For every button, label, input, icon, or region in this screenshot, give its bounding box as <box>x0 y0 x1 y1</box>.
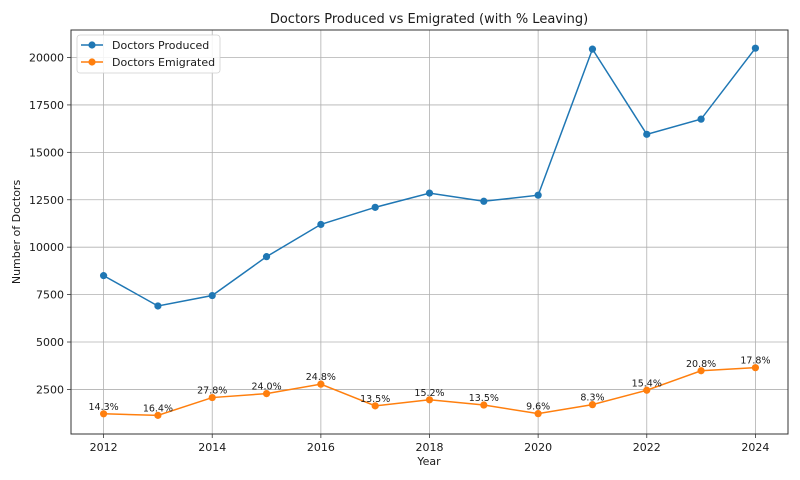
grid <box>71 30 788 434</box>
point-doctors-emigrated <box>208 393 216 402</box>
point-doctors-produced <box>371 203 379 211</box>
point-doctors-produced <box>317 220 325 229</box>
legend-item: Doctors Produced <box>81 39 209 52</box>
point-doctors-emigrated <box>317 380 325 388</box>
point-doctors-produced <box>154 302 162 310</box>
point-doctors-emigrated <box>371 402 379 410</box>
x-tick-label: 2016 <box>307 441 335 454</box>
y-tick-label: 5000 <box>36 336 64 349</box>
point-doctors-produced <box>208 291 216 300</box>
percent-label: 14.3% <box>88 402 118 413</box>
point-doctors-emigrated <box>643 386 651 394</box>
x-tick-label: 2022 <box>633 441 661 454</box>
point-doctors-emigrated <box>588 401 597 409</box>
series-layer <box>99 44 760 419</box>
y-tick-label: 12500 <box>29 194 64 207</box>
x-tick-label: 2018 <box>416 441 444 454</box>
x-axis: 2012 2014 2016 2018 2020 2022 2024 <box>90 434 769 454</box>
x-tick-label: 2014 <box>198 441 226 454</box>
y-axis: 2500 5000 7500 10000 12500 15000 17500 20000 <box>29 52 71 396</box>
point-doctors-emigrated <box>480 401 488 409</box>
y-tick-label: 20000 <box>29 52 64 65</box>
percent-label: 9.6% <box>526 402 550 413</box>
percent-label: 8.3% <box>580 393 604 404</box>
point-doctors-emigrated <box>99 410 108 418</box>
point-doctors-produced <box>697 115 705 123</box>
point-doctors-produced <box>425 189 434 197</box>
series-doctors-produced <box>99 44 760 310</box>
percent-label: 20.8% <box>686 359 716 370</box>
legend-item: Doctors Emigrated <box>81 56 215 69</box>
point-doctors-emigrated <box>262 390 271 398</box>
percent-label: 24.0% <box>251 382 281 393</box>
percent-label: 13.5% <box>360 394 390 405</box>
legend-marker <box>88 41 96 49</box>
y-tick-label: 2500 <box>36 383 64 396</box>
point-doctors-emigrated <box>697 367 705 375</box>
percent-label: 17.8% <box>740 356 770 367</box>
percent-label: 24.8% <box>306 372 336 383</box>
legend: Doctors Produced Doctors Emigrated <box>76 34 221 74</box>
percent-label: 15.2% <box>414 388 444 399</box>
y-axis-label: Number of Doctors <box>10 180 23 285</box>
point-doctors-produced <box>480 197 488 205</box>
y-tick-label: 7500 <box>36 289 64 302</box>
point-doctors-emigrated <box>751 364 760 372</box>
point-doctors-produced <box>643 130 651 138</box>
point-doctors-produced <box>99 272 108 280</box>
point-doctors-produced <box>588 45 597 53</box>
y-tick-label: 10000 <box>29 241 64 254</box>
y-tick-label: 17500 <box>29 99 64 112</box>
x-axis-label: Year <box>416 455 441 468</box>
point-doctors-produced <box>751 44 760 52</box>
chart-title: Doctors Produced vs Emigrated (with % Le… <box>270 12 588 27</box>
series-doctors-emigrated <box>99 364 760 419</box>
point-doctors-emigrated <box>154 411 162 419</box>
annotations: 14.3% 16.4% 27.8% 24.0% 24.8% 13.5% 15.2% 13.5%… <box>88 356 770 415</box>
point-doctors-emigrated <box>534 410 542 418</box>
y-tick-label: 15000 <box>29 146 64 159</box>
point-doctors-produced <box>534 191 542 199</box>
x-tick-label: 2012 <box>90 441 118 454</box>
x-tick-label: 2020 <box>524 441 552 454</box>
percent-label: 15.4% <box>632 378 662 389</box>
percent-label: 16.4% <box>143 403 173 414</box>
legend-label: Doctors Emigrated <box>112 56 215 69</box>
legend-label: Doctors Produced <box>112 39 209 52</box>
x-tick-label: 2024 <box>741 441 769 454</box>
percent-label: 13.5% <box>469 393 499 404</box>
point-doctors-produced <box>262 253 271 261</box>
legend-marker <box>88 58 96 66</box>
point-doctors-emigrated <box>425 396 434 404</box>
percent-label: 27.8% <box>197 386 227 397</box>
legend-box <box>76 34 221 74</box>
